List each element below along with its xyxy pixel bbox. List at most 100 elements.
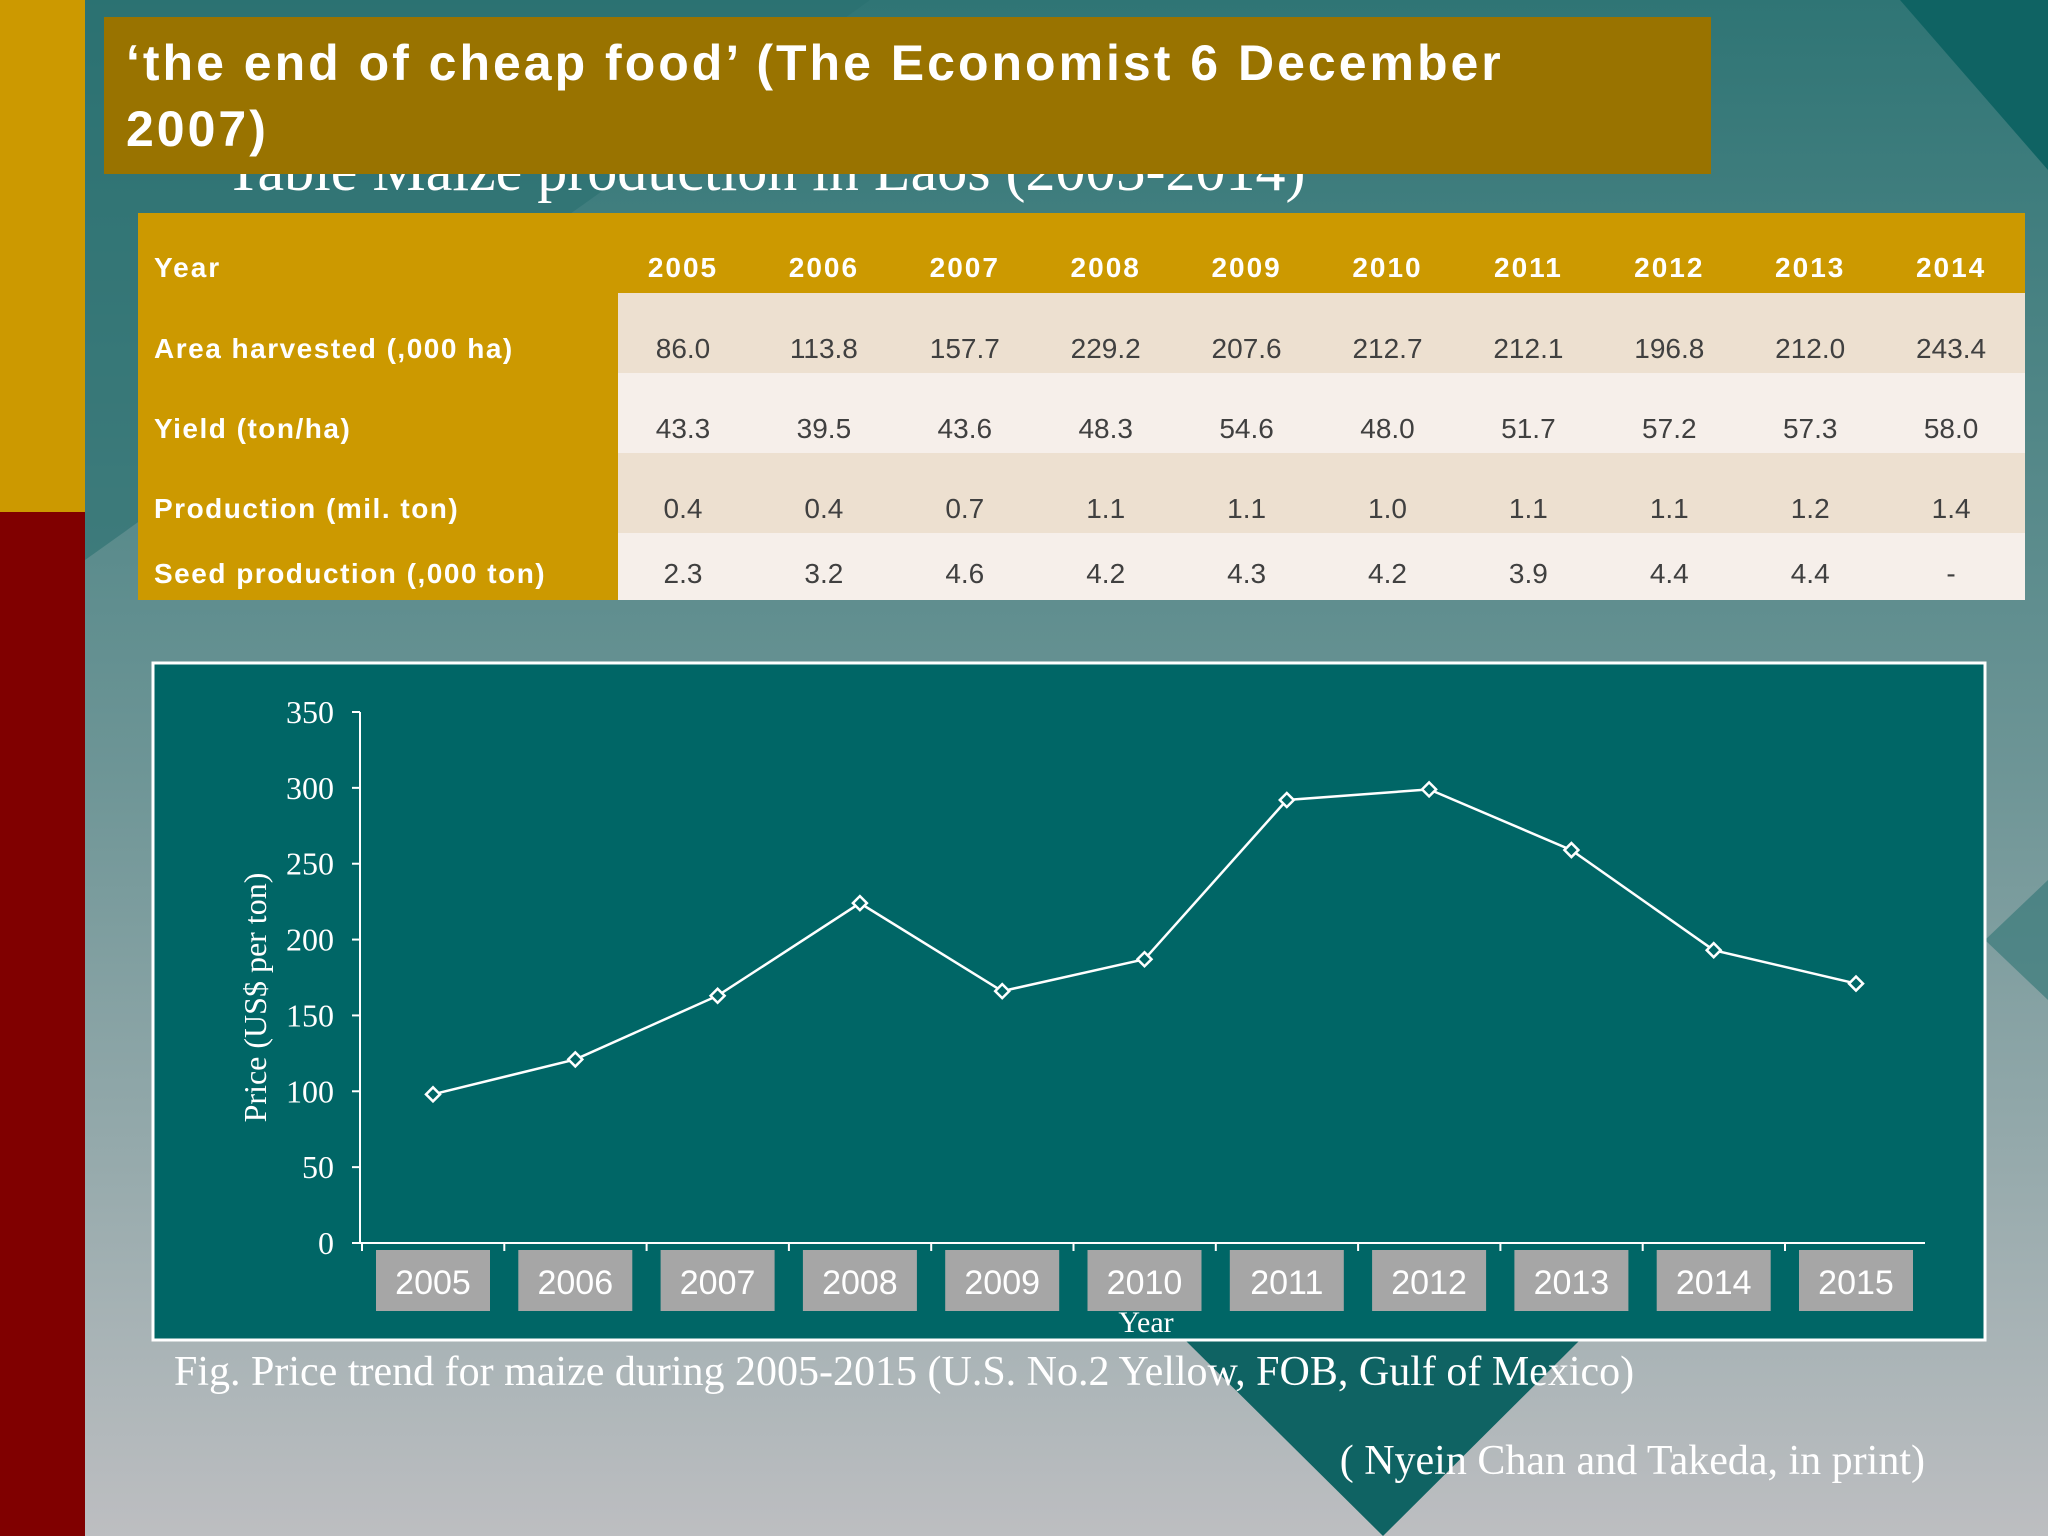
slide-title: ‘the end of cheap food’ (The Economist 6… xyxy=(126,35,1504,157)
column-header: Year xyxy=(154,252,221,283)
table-row xyxy=(618,533,2025,600)
decor xyxy=(1900,0,2048,170)
y-axis-label: Price (US$ per ton) xyxy=(237,873,273,1123)
x-label-box xyxy=(518,1250,633,1311)
table-cell: 196.8 xyxy=(1634,333,1704,364)
table-cell: 1.4 xyxy=(1932,493,1971,524)
table-cell: 1.1 xyxy=(1650,493,1689,524)
x-tick-label: 2013 xyxy=(1534,1264,1610,1302)
point-marker xyxy=(566,1050,585,1069)
point-marker xyxy=(1135,950,1154,969)
x-tick-label: 2008 xyxy=(822,1264,898,1302)
table-cell: 4.2 xyxy=(1368,558,1407,589)
table-cell: 48.3 xyxy=(1078,413,1133,444)
table-cell: 0.4 xyxy=(804,493,843,524)
row-label: Yield (ton/ha) xyxy=(154,413,351,444)
table-cell: 58.0 xyxy=(1924,413,1979,444)
column-header: 2014 xyxy=(1916,252,1986,283)
y-tick-label: 300 xyxy=(286,770,334,806)
table-cell: 39.5 xyxy=(797,413,852,444)
y-tick-label: 100 xyxy=(286,1073,334,1109)
x-tick-label: 2007 xyxy=(680,1264,756,1302)
point-marker xyxy=(1704,941,1723,959)
row-label: Area harvested (,000 ha) xyxy=(154,333,514,364)
table-cell: 212.0 xyxy=(1775,333,1845,364)
table-cell: 4.3 xyxy=(1227,558,1266,589)
table-cell: 1.1 xyxy=(1227,493,1266,524)
column-header: 2007 xyxy=(930,252,1000,283)
point-marker xyxy=(708,986,727,1005)
table-cell: 86.0 xyxy=(656,333,711,364)
table-cell: 207.6 xyxy=(1212,333,1282,364)
column-header: 2012 xyxy=(1634,252,1704,283)
table-cell: 0.7 xyxy=(945,493,984,524)
x-label-box xyxy=(376,1250,490,1311)
table-cell: 0.4 xyxy=(664,493,703,524)
decor xyxy=(1185,1340,1580,1536)
table-cell: 51.7 xyxy=(1501,413,1556,444)
y-tick-label: 0 xyxy=(318,1225,334,1261)
point-marker xyxy=(993,982,1011,1000)
table-cell: 48.0 xyxy=(1360,413,1415,444)
table-cell: 4.4 xyxy=(1791,558,1830,589)
y-tick-label: 250 xyxy=(286,846,334,882)
point-marker xyxy=(1562,841,1581,859)
y-tick-label: 200 xyxy=(286,922,334,958)
column-header: 2010 xyxy=(1352,252,1422,283)
table-row xyxy=(618,373,2025,453)
decor xyxy=(1985,880,2048,1000)
x-tick-label: 2005 xyxy=(395,1264,471,1302)
x-tick-label: 2009 xyxy=(964,1264,1040,1302)
table-header xyxy=(138,213,2025,293)
point-marker xyxy=(1278,791,1296,809)
table-cell: 212.1 xyxy=(1493,333,1563,364)
table-cell: 1.1 xyxy=(1509,493,1548,524)
table-row xyxy=(618,293,2025,373)
table-cell: 4.6 xyxy=(945,558,984,589)
column-header: 2009 xyxy=(1211,252,1281,283)
table-cell: 4.2 xyxy=(1086,558,1125,589)
x-tick-label: 2010 xyxy=(1107,1264,1183,1302)
table-cell: 57.2 xyxy=(1642,413,1697,444)
row-label: Seed production (,000 ton) xyxy=(154,558,546,589)
caption: Fig. Price trend for maize during 2005-2… xyxy=(174,1349,1634,1395)
table-cell: 243.4 xyxy=(1916,333,1986,364)
x-tick-label: 2012 xyxy=(1391,1264,1467,1302)
column-header: 2008 xyxy=(1071,252,1141,283)
source: ( Nyein Chan and Takeda, in print) xyxy=(1340,1438,1925,1484)
x-tick-label: 2014 xyxy=(1676,1264,1752,1302)
point-marker xyxy=(424,1085,442,1104)
column-header: 2006 xyxy=(789,252,859,283)
table-cell: 57.3 xyxy=(1783,413,1838,444)
x-label-box xyxy=(1656,1250,1771,1311)
table-cell: 2.3 xyxy=(664,558,703,589)
table-cell: 113.8 xyxy=(790,333,858,364)
y-tick-label: 150 xyxy=(286,997,334,1033)
y-tick-label: 350 xyxy=(286,694,334,730)
x-label-box xyxy=(660,1250,775,1311)
x-tick-label: 2006 xyxy=(537,1264,613,1302)
table-cell: 229.2 xyxy=(1071,333,1141,364)
x-label-box xyxy=(1372,1250,1487,1311)
title-box xyxy=(104,17,1711,174)
table-cell: 43.3 xyxy=(656,413,711,444)
table: Year 2005 2006 2007 2008 2009 2010 2011 2012 2013… xyxy=(138,213,2025,600)
x-label-box xyxy=(945,1250,1060,1311)
x-axis-label: Year xyxy=(1118,1306,1173,1339)
column-header: 2005 xyxy=(648,252,718,283)
side-bar xyxy=(0,512,85,1536)
y-tick-label: 50 xyxy=(302,1149,334,1185)
point-marker xyxy=(1420,780,1438,799)
table-cell: 4.4 xyxy=(1650,558,1689,589)
chart-frame xyxy=(151,661,1987,1342)
point-marker xyxy=(1847,974,1865,993)
table-cell: 43.6 xyxy=(938,413,993,444)
x-label-box xyxy=(1799,1250,1913,1311)
column-header: 2013 xyxy=(1775,252,1845,283)
table-cell: 1.0 xyxy=(1368,493,1407,524)
x-label-box xyxy=(1087,1250,1202,1311)
table-cell: 54.6 xyxy=(1219,413,1274,444)
table-cell: 3.9 xyxy=(1509,558,1548,589)
